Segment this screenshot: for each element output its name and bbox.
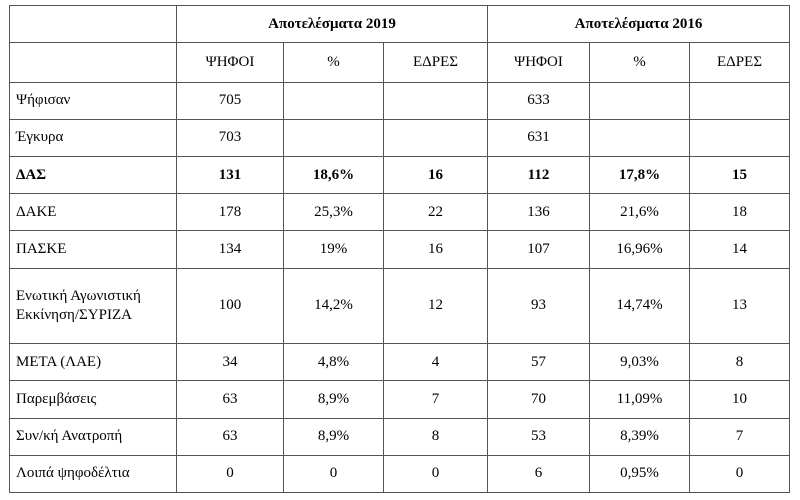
row-label: ΔΑΚΕ	[9, 193, 177, 232]
cell-percent-2016: 9,03%	[589, 343, 691, 382]
cell-votes-2019: 131	[176, 155, 284, 195]
cell-seats-2019: 0	[382, 454, 489, 494]
cell-percent-2019	[283, 118, 384, 157]
table-row: ΔΑΚΕ 178 25,3% 22 136 21,6% 18	[9, 193, 791, 232]
cell-percent-2016	[589, 81, 691, 120]
cell-percent-2016: 17,8%	[589, 155, 691, 195]
table-row: Έγκυρα 703 631	[9, 118, 791, 157]
row-label: Λοιπά ψηφοδέλτια	[9, 454, 177, 494]
cell-votes-2016: 53	[487, 417, 591, 456]
cell-votes-2016: 107	[487, 230, 591, 269]
corner-cell	[9, 4, 177, 44]
cell-votes-2019: 178	[176, 193, 284, 232]
col-header-seats-2016: ΕΔΡΕΣ	[689, 42, 791, 83]
cell-percent-2019: 8,9%	[283, 417, 384, 456]
cell-seats-2019	[382, 118, 489, 157]
table-row: ΔΑΣ 131 18,6% 16 112 17,8% 15	[9, 155, 791, 195]
cell-votes-2016: 70	[487, 380, 591, 419]
label-header-cell	[9, 42, 177, 83]
col-header-seats-2019: ΕΔΡΕΣ	[382, 42, 489, 83]
table-row: Ψήφισαν 705 633	[9, 81, 791, 120]
cell-votes-2019: 63	[176, 417, 284, 456]
cell-percent-2016: 8,39%	[589, 417, 691, 456]
cell-votes-2019: 100	[176, 267, 284, 345]
cell-votes-2019: 703	[176, 118, 284, 157]
group-2019-header: Αποτελέσματα 2019	[175, 4, 489, 44]
column-header-row: ΨΗΦΟΙ % ΕΔΡΕΣ ΨΗΦΟΙ % ΕΔΡΕΣ	[9, 42, 791, 83]
cell-votes-2019: 134	[176, 230, 284, 269]
row-label: Συν/κή Ανατροπή	[9, 417, 177, 456]
cell-votes-2019: 705	[176, 81, 284, 120]
table-row: ΠΑΣΚΕ 134 19% 16 107 16,96% 14	[9, 230, 791, 269]
cell-seats-2016: 13	[689, 267, 791, 345]
cell-seats-2016	[689, 81, 791, 120]
cell-seats-2019: 7	[382, 380, 489, 419]
cell-percent-2016: 11,09%	[589, 380, 691, 419]
cell-percent-2016: 0,95%	[589, 454, 691, 494]
cell-seats-2016: 10	[689, 380, 791, 419]
cell-seats-2019: 22	[382, 193, 489, 232]
cell-seats-2019: 16	[382, 155, 489, 195]
table-row: Ενωτική Αγωνιστική Εκκίνηση/ΣΥΡΙΖΑ 100 14,…	[9, 267, 791, 345]
cell-percent-2019: 25,3%	[283, 193, 384, 232]
cell-percent-2016: 16,96%	[589, 230, 691, 269]
row-label: ΠΑΣΚΕ	[9, 230, 177, 269]
cell-percent-2016: 14,74%	[589, 267, 691, 345]
col-header-votes-2019: ΨΗΦΟΙ	[176, 42, 284, 83]
cell-percent-2019: 4,8%	[283, 343, 384, 382]
cell-seats-2019: 4	[382, 343, 489, 382]
cell-percent-2016	[589, 118, 691, 157]
col-header-votes-2016: ΨΗΦΟΙ	[487, 42, 591, 83]
group-2016-header: Αποτελέσματα 2016	[487, 4, 791, 44]
row-label: ΔΑΣ	[9, 155, 177, 195]
cell-votes-2019: 63	[176, 380, 284, 419]
cell-percent-2019: 0	[283, 454, 384, 494]
cell-percent-2019: 18,6%	[283, 155, 384, 195]
cell-votes-2016: 112	[487, 155, 591, 195]
results-table: Αποτελέσματα 2019 Αποτελέσματα 2016 ΨΗΦΟ…	[9, 4, 791, 494]
cell-seats-2019: 12	[382, 267, 489, 345]
table-row: Παρεμβάσεις 63 8,9% 7 70 11,09% 10	[9, 380, 791, 419]
cell-percent-2019: 19%	[283, 230, 384, 269]
group-header-row: Αποτελέσματα 2019 Αποτελέσματα 2016	[9, 4, 791, 44]
row-label: Έγκυρα	[9, 118, 177, 157]
cell-votes-2016: 93	[487, 267, 591, 345]
cell-votes-2019: 0	[176, 454, 284, 494]
cell-seats-2016: 14	[689, 230, 791, 269]
col-header-percent-2016: %	[589, 42, 691, 83]
cell-seats-2016: 8	[689, 343, 791, 382]
table-body: Ψήφισαν 705 633 Έγκυρα 703 631 ΔΑΣ 131 18,6% 16 11…	[9, 81, 791, 494]
cell-seats-2016: 18	[689, 193, 791, 232]
cell-votes-2016: 633	[487, 81, 591, 120]
col-header-percent-2019: %	[283, 42, 384, 83]
cell-votes-2019: 34	[176, 343, 284, 382]
cell-seats-2019	[382, 81, 489, 120]
cell-votes-2016: 631	[487, 118, 591, 157]
cell-votes-2016: 6	[487, 454, 591, 494]
cell-votes-2016: 136	[487, 193, 591, 232]
cell-votes-2016: 57	[487, 343, 591, 382]
row-label: Ενωτική Αγωνιστική Εκκίνηση/ΣΥΡΙΖΑ	[9, 267, 177, 345]
cell-percent-2016: 21,6%	[589, 193, 691, 232]
cell-percent-2019: 14,2%	[283, 267, 384, 345]
cell-percent-2019: 8,9%	[283, 380, 384, 419]
cell-seats-2019: 8	[382, 417, 489, 456]
table-row: Συν/κή Ανατροπή 63 8,9% 8 53 8,39% 7	[9, 417, 791, 456]
table-row: ΜΕΤΑ (ΛΑΕ) 34 4,8% 4 57 9,03% 8	[9, 343, 791, 382]
cell-seats-2016: 0	[689, 454, 791, 494]
cell-seats-2016: 7	[689, 417, 791, 456]
row-label: ΜΕΤΑ (ΛΑΕ)	[9, 343, 177, 382]
cell-seats-2016: 15	[689, 155, 791, 195]
row-label: Παρεμβάσεις	[9, 380, 177, 419]
row-label: Ψήφισαν	[9, 81, 177, 120]
table-row: Λοιπά ψηφοδέλτια 0 0 0 6 0,95% 0	[9, 454, 791, 494]
cell-percent-2019	[283, 81, 384, 120]
cell-seats-2019: 16	[382, 230, 489, 269]
cell-seats-2016	[689, 118, 791, 157]
